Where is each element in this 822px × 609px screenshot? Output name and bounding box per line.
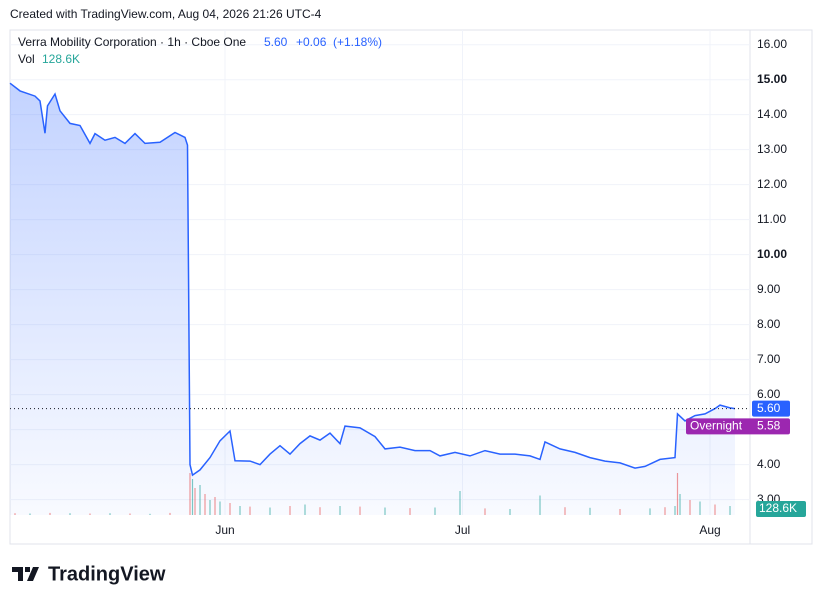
vol-badge-text: 128.6K bbox=[759, 501, 797, 515]
x-tick-label: Jul bbox=[455, 523, 470, 537]
y-tick-label: 15.00 bbox=[757, 72, 787, 86]
vol-badge bbox=[756, 501, 806, 517]
price-badge-text: 5.60 bbox=[757, 401, 781, 415]
y-tick-label: 11.00 bbox=[757, 212, 786, 226]
vol-value: 128.6K bbox=[42, 52, 80, 66]
y-tick-label: 13.00 bbox=[757, 142, 787, 156]
y-tick-label: 14.00 bbox=[757, 107, 787, 121]
price-badge bbox=[752, 400, 790, 417]
overnight-price: 5.58 bbox=[757, 418, 781, 432]
price-line bbox=[9, 82, 736, 477]
last-price: 5.60 bbox=[264, 35, 288, 49]
y-tick-label: 6.00 bbox=[757, 387, 781, 401]
x-tick-label: Aug bbox=[699, 523, 720, 537]
vol-label: Vol bbox=[18, 52, 35, 66]
y-tick-label: 10.00 bbox=[757, 247, 787, 261]
x-tick-label: Jun bbox=[215, 523, 234, 537]
y-tick-label: 12.00 bbox=[757, 177, 787, 191]
change-pct: (+1.18%) bbox=[333, 35, 382, 49]
overnight-tag bbox=[686, 418, 790, 435]
area-fill bbox=[10, 83, 735, 515]
logo bbox=[12, 567, 39, 581]
overnight-name: Overnight bbox=[690, 418, 743, 432]
header: Created with TradingView.com, Aug 04, 20… bbox=[10, 7, 322, 21]
y-tick-label: 7.00 bbox=[757, 352, 781, 366]
footer-brand: TradingView bbox=[48, 563, 166, 585]
change: +0.06 bbox=[296, 35, 327, 49]
y-tick-label: 8.00 bbox=[757, 317, 781, 331]
y-tick-label: 16.00 bbox=[757, 37, 787, 51]
y-tick-label: 4.00 bbox=[757, 457, 781, 471]
chart-title: Verra Mobility Corporation · 1h · Cboe O… bbox=[18, 35, 246, 49]
y-tick-label: 9.00 bbox=[757, 282, 781, 296]
